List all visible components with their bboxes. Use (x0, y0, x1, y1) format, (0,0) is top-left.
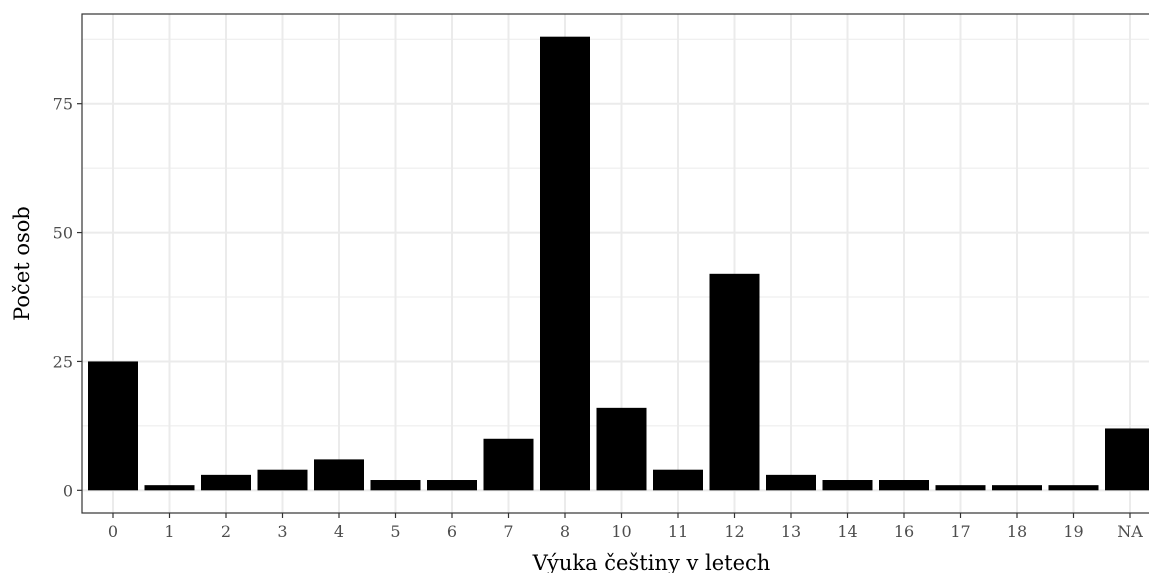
bar (1105, 428, 1149, 491)
x-tick-label: 17 (950, 522, 970, 541)
x-tick-label: 6 (447, 522, 457, 541)
x-tick-label: 19 (1063, 522, 1083, 541)
bars (88, 36, 1149, 491)
bar (935, 485, 986, 491)
x-axis-title: Výuka češtiny v letech (532, 551, 771, 573)
y-axis: 0 25 50 75 (53, 95, 82, 500)
bar (201, 474, 251, 491)
x-tick-label: NA (1117, 522, 1143, 541)
x-tick-label: 3 (277, 522, 287, 541)
x-tick-label: 13 (781, 522, 801, 541)
bar (822, 480, 873, 491)
bar (427, 480, 477, 491)
x-tick-label: 0 (108, 522, 118, 541)
x-tick-label: 12 (724, 522, 744, 541)
bar (370, 480, 421, 491)
x-tick-label: 5 (390, 522, 400, 541)
x-tick-label: 1 (164, 522, 174, 541)
bar (879, 480, 929, 491)
bar (709, 273, 760, 491)
grid-lines (82, 14, 1149, 513)
bar (1048, 485, 1099, 491)
x-tick-label: 16 (894, 522, 914, 541)
bar (314, 459, 364, 491)
x-tick-label: 7 (503, 522, 513, 541)
bar (88, 361, 138, 491)
y-tick-label: 25 (53, 352, 73, 371)
x-tick-label: 18 (1007, 522, 1027, 541)
bar (257, 469, 308, 491)
x-tick-label: 14 (837, 522, 857, 541)
x-tick-label: 8 (560, 522, 570, 541)
bar (766, 474, 816, 491)
x-tick-label: 11 (668, 522, 688, 541)
x-tick-label: 2 (221, 522, 231, 541)
bar (483, 438, 534, 491)
bar (596, 407, 647, 491)
bar (540, 36, 590, 491)
y-tick-label: 75 (53, 95, 73, 114)
bar (653, 469, 703, 491)
y-axis-title: Počet osob (10, 206, 34, 321)
x-axis: 0 1 2 3 4 5 6 7 8 10 11 12 13 14 16 17 18 19 NA (108, 513, 1143, 541)
bar (144, 485, 195, 491)
y-tick-label: 0 (63, 481, 73, 500)
y-tick-label: 50 (53, 224, 73, 243)
x-tick-label: 10 (611, 522, 631, 541)
x-tick-label: 4 (334, 522, 344, 541)
plot-panel-border (81, 13, 1149, 514)
bar (992, 485, 1042, 491)
